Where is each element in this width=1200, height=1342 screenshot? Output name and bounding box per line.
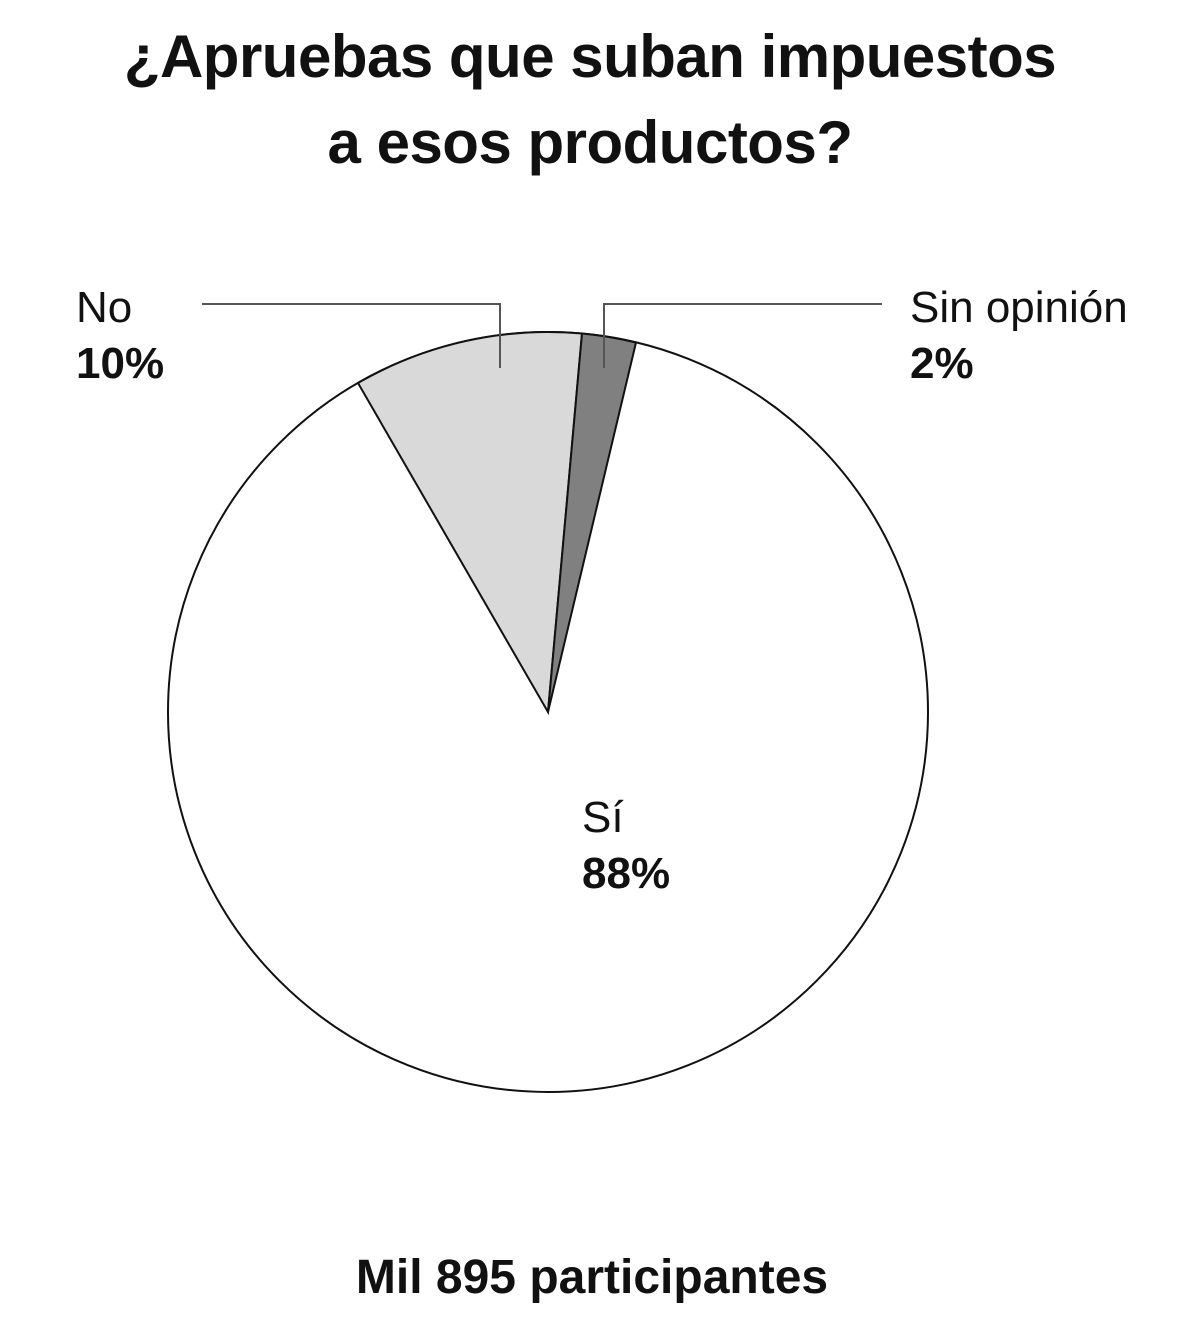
label-si: Sí 88% xyxy=(582,790,670,902)
slice-no xyxy=(356,331,584,716)
chart-title: ¿Apruebas que suban impuestos a esos pro… xyxy=(0,14,1180,186)
title-line-2: a esos productos? xyxy=(327,109,853,176)
leader-line-no xyxy=(202,303,501,368)
label-si-name: Sí xyxy=(582,793,624,842)
label-si-pct: 88% xyxy=(582,849,671,898)
title-line-1: ¿Apruebas que suban impuestos xyxy=(123,23,1057,90)
slice-sin-opinion xyxy=(547,332,638,713)
label-sin-opinion: Sin opinión 2% xyxy=(910,280,1128,392)
label-no-pct: 10% xyxy=(76,339,165,388)
label-no-name: No xyxy=(76,283,133,332)
label-sin-opinion-name: Sin opinión xyxy=(910,283,1128,332)
participants-note: Mil 895 participantes xyxy=(355,1251,829,1304)
label-sin-opinion-pct: 2% xyxy=(910,339,974,388)
leader-line-sin-opinion xyxy=(603,303,882,368)
label-no: No 10% xyxy=(76,280,164,392)
